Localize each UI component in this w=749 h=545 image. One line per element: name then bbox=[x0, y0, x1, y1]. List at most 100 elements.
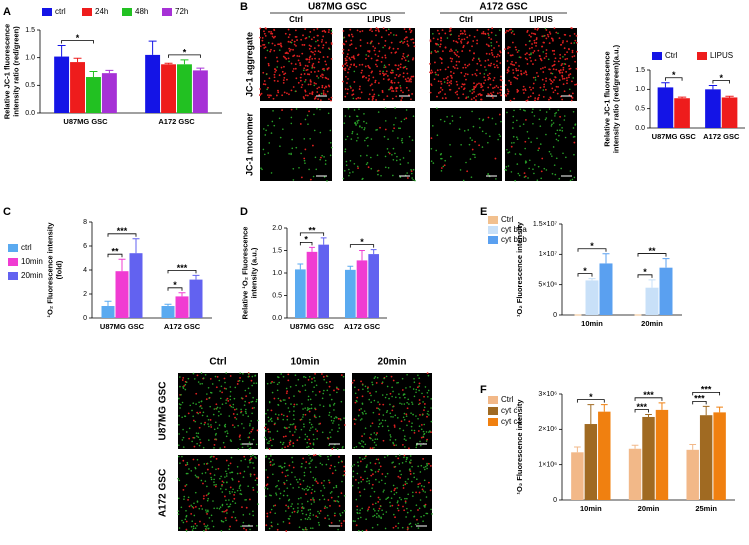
cell-dot bbox=[557, 93, 559, 95]
cell-dot bbox=[237, 383, 239, 385]
cell-dot bbox=[296, 479, 298, 481]
cell-dot bbox=[413, 477, 415, 479]
cell-dot bbox=[534, 42, 536, 44]
y-axis-label: (fold) bbox=[54, 260, 63, 279]
cell-dot bbox=[543, 168, 545, 170]
cell-dot bbox=[269, 462, 271, 464]
cell-dot bbox=[183, 498, 185, 500]
cell-dot bbox=[360, 39, 362, 41]
cell-dot bbox=[387, 148, 389, 150]
cell-dot bbox=[387, 473, 389, 475]
cell-dot bbox=[449, 144, 451, 146]
cell-dot bbox=[387, 410, 389, 412]
cell-dot bbox=[392, 442, 394, 444]
y-tick-label: 6 bbox=[83, 243, 87, 250]
cell-dot bbox=[376, 513, 378, 515]
legend-swatch bbox=[82, 8, 92, 16]
cell-dot bbox=[388, 430, 390, 432]
cell-dot bbox=[299, 479, 301, 481]
cell-dot bbox=[377, 55, 379, 57]
cell-dot bbox=[360, 381, 362, 383]
cell-dot bbox=[572, 93, 574, 95]
cell-dot bbox=[347, 78, 349, 80]
cell-dot bbox=[312, 145, 314, 147]
cell-dot bbox=[195, 527, 197, 529]
cell-dot bbox=[346, 65, 348, 67]
cell-dot bbox=[177, 478, 179, 480]
cell-dot bbox=[512, 30, 514, 32]
cell-dot bbox=[393, 159, 395, 161]
cell-dot bbox=[181, 416, 183, 418]
cell-dot bbox=[215, 484, 217, 486]
cell-dot bbox=[548, 58, 550, 60]
cell-dot bbox=[448, 85, 450, 87]
cell-dot bbox=[421, 437, 423, 439]
bar bbox=[190, 280, 203, 318]
cell-dot bbox=[331, 58, 333, 60]
cell-dot bbox=[456, 81, 458, 83]
cell-dot bbox=[376, 60, 378, 62]
cell-dot bbox=[450, 89, 452, 91]
cell-dot bbox=[287, 495, 289, 497]
cell-dot bbox=[230, 487, 232, 489]
cell-dot bbox=[367, 50, 369, 52]
cell-dot bbox=[484, 33, 486, 35]
error-bar bbox=[661, 83, 669, 88]
cell-dot bbox=[536, 37, 538, 39]
cell-dot bbox=[281, 109, 283, 111]
cell-dot bbox=[375, 463, 377, 465]
cell-dot bbox=[341, 460, 343, 462]
cell-dot bbox=[320, 75, 322, 77]
cell-dot bbox=[483, 76, 485, 78]
cell-dot bbox=[179, 527, 181, 529]
cell-dot bbox=[506, 166, 508, 168]
cell-dot bbox=[464, 33, 466, 35]
cell-dot bbox=[219, 390, 221, 392]
cell-dot bbox=[492, 97, 494, 99]
cell-dot bbox=[288, 29, 290, 31]
cell-dot bbox=[401, 58, 403, 60]
cell-dot bbox=[411, 401, 413, 403]
cell-dot bbox=[323, 56, 325, 58]
cell-dot bbox=[184, 485, 186, 487]
cell-dot bbox=[224, 431, 226, 433]
cell-dot bbox=[425, 513, 427, 515]
cell-dot bbox=[341, 401, 343, 403]
cell-dot bbox=[561, 99, 563, 101]
cell-dot bbox=[185, 519, 187, 521]
cell-dot bbox=[316, 385, 318, 387]
cell-dot bbox=[390, 416, 392, 418]
cell-dot bbox=[426, 431, 428, 433]
cell-dot bbox=[239, 380, 241, 382]
cell-dot bbox=[194, 437, 196, 439]
cell-dot bbox=[309, 411, 311, 413]
cell-dot bbox=[385, 528, 387, 530]
cell-dot bbox=[279, 145, 281, 147]
cell-dot bbox=[249, 441, 251, 443]
significance-label: * bbox=[672, 70, 676, 80]
cell-dot bbox=[453, 72, 455, 74]
cell-dot bbox=[358, 487, 360, 489]
cell-dot bbox=[392, 175, 394, 177]
cell-dot bbox=[551, 124, 553, 126]
cell-dot bbox=[225, 510, 227, 512]
cell-dot bbox=[564, 90, 566, 92]
cell-dot bbox=[292, 49, 294, 51]
cell-dot bbox=[179, 376, 181, 378]
bar bbox=[295, 269, 306, 318]
cell-dot bbox=[458, 97, 460, 99]
cell-dot bbox=[271, 409, 273, 411]
cell-dot bbox=[491, 32, 493, 34]
cell-dot bbox=[425, 466, 427, 468]
cell-dot bbox=[309, 457, 311, 459]
cell-dot bbox=[197, 374, 199, 376]
cell-dot bbox=[569, 88, 571, 90]
cell-dot bbox=[430, 40, 432, 42]
cell-dot bbox=[292, 434, 294, 436]
cell-dot bbox=[188, 468, 190, 470]
cell-dot bbox=[387, 386, 389, 388]
cell-dot bbox=[300, 153, 302, 155]
cell-dot bbox=[311, 382, 313, 384]
cell-dot bbox=[206, 526, 208, 528]
cell-dot bbox=[346, 56, 348, 58]
